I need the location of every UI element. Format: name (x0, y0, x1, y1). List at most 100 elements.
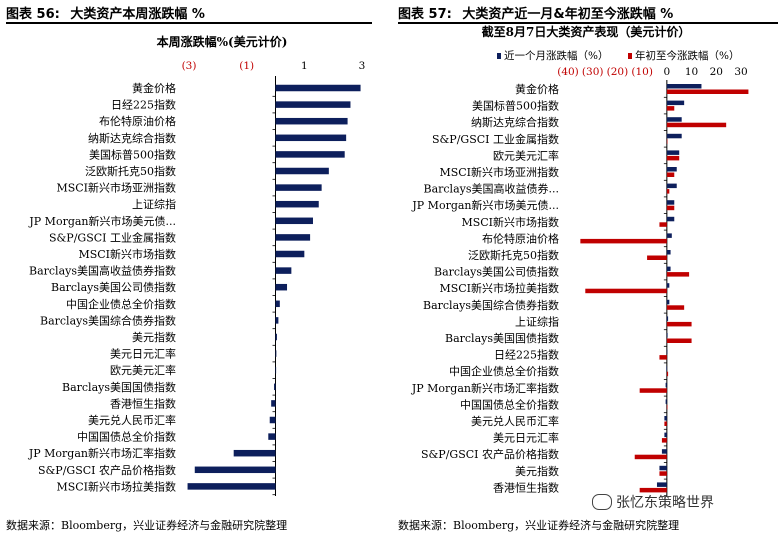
chart2-category-label: 美元指数 (515, 464, 559, 478)
chart1-tick-label: (3) (182, 60, 197, 72)
chart1-category-label: 美元兑人民币汇率 (88, 413, 176, 427)
chart2-category-label: Barclays美国国债指数 (445, 331, 559, 345)
chart2-bar-a (666, 216, 675, 222)
chart2-bar-a (664, 416, 667, 421)
chart1-category-label: MSCI新兴市场亚洲指数 (56, 181, 176, 195)
wechat-icon (592, 494, 612, 510)
chart1-bar-a (275, 134, 347, 142)
chart1-category-label: 中国企业债总全价指数 (66, 297, 176, 311)
chart1-tick-label: 3 (359, 60, 366, 72)
watermark-text: 张忆东策略世界 (616, 495, 714, 511)
chart1-category-label: Barclays美国国债指数 (62, 380, 176, 394)
chart2-category-label: 欧元美元汇率 (493, 148, 559, 162)
right-title-rule (398, 22, 778, 24)
left-source-note: 数据来源：Bloomberg，兴业证券经济与金融研究院整理 (6, 519, 288, 532)
chart1-category-label: 欧元美元汇率 (110, 363, 176, 377)
chart1-title: 本周涨跌幅%(美元计价) (157, 34, 288, 49)
chart2-category-label: Barclays美国高收益债券... (424, 182, 560, 196)
chart2-tick-label: (10) (631, 66, 653, 78)
chart2-bar-b (666, 205, 675, 211)
chart2-bar-b (666, 89, 749, 94)
chart2-category-label: 泛欧斯托克50指数 (468, 248, 559, 262)
chart2-category-label: MSCI新兴市场指数 (461, 215, 559, 229)
chart2-category-label: 中国国债总全价指数 (460, 397, 559, 411)
chart2-category-label: 日经225指数 (494, 348, 559, 362)
chart2-bar-a (666, 167, 677, 172)
chart2-category-label: MSCI新兴市场亚洲指数 (439, 165, 559, 179)
chart1-category-label: 上证综指 (132, 197, 176, 211)
chart2-bar-a (656, 482, 667, 487)
chart2-category-label: 美元日元汇率 (493, 431, 559, 445)
chart1-bar-a (194, 466, 276, 474)
chart2-category-label: 中国企业债总全价指数 (449, 364, 559, 378)
chart1-category-label: Barclays美国高收益债券指数 (29, 264, 176, 278)
chart2-bar-a (666, 150, 680, 155)
chart1-category-label: 美国标普500指数 (89, 147, 176, 161)
chart2-category-label: JP Morgan新兴市场美元债... (411, 198, 559, 212)
chart2-bar-a (665, 382, 667, 388)
chart1-bar-a (275, 267, 292, 274)
chart2-category-label: Barclays美国公司债指数 (434, 265, 559, 279)
chart1-category-label: 纳斯达克综合指数 (88, 131, 176, 145)
chart1-bar-a (275, 117, 348, 125)
left-figure-heading: 大类资产本周涨跌幅 % (70, 7, 205, 22)
chart1-bar-a (275, 250, 305, 258)
chart1-category-label: JP Morgan新兴市场汇率指数 (28, 446, 176, 460)
chart2-bar-a (666, 349, 668, 355)
chart2-bar-b (666, 338, 692, 343)
chart2-bar-a (666, 84, 702, 89)
chart2-bar-a (666, 233, 672, 238)
chart1-category-label: MSCI新兴市场指数 (78, 247, 176, 261)
chart2-bar-b (666, 305, 685, 310)
chart1-bar-a (233, 449, 276, 457)
chart2-bar-b (639, 388, 667, 393)
watermark: 张忆东策略世界 (592, 492, 714, 512)
chart1-category-label: JP Morgan新兴市场美元债... (28, 214, 176, 228)
chart2-category-label: JP Morgan新兴市场汇率指数 (411, 381, 559, 395)
chart2-category-label: MSCI新兴市场拉美指数 (439, 281, 559, 295)
chart2-bar-a (666, 316, 669, 321)
chart1-category-label: S&P/GSCI 工业金属指数 (49, 230, 176, 244)
chart2-category-label: Barclays美国综合债券指数 (423, 298, 559, 312)
chart1-category-label: S&P/GSCI 农产品价格指数 (38, 463, 176, 477)
chart2-tick-label: (20) (607, 66, 629, 78)
chart2-bar-b (666, 189, 670, 194)
chart2-category-label: 纳斯达克综合指数 (471, 115, 559, 129)
chart2-bar-a (664, 432, 667, 438)
chart2-tick-label: (30) (582, 66, 604, 78)
chart1-bar-a (275, 300, 280, 308)
chart1-bar-a (275, 283, 288, 291)
chart2-bar-b (666, 404, 668, 410)
chart2-tick-label: 10 (685, 66, 698, 78)
chart2-bar-b (666, 106, 675, 111)
chart2-bar-b (647, 255, 667, 260)
chart2-bar-b (659, 222, 667, 227)
chart2-category-label: 黄金价格 (515, 82, 559, 96)
chart2-category-label: S&P/GSCI 工业金属指数 (432, 132, 559, 146)
chart2-bar-a (666, 117, 682, 122)
chart2-bar-a (666, 183, 677, 189)
left-figure-number: 图表 56: (6, 7, 60, 22)
chart1-bar-a (275, 184, 322, 191)
chart1-bar-a (275, 200, 319, 208)
chart2-bar-a (666, 366, 667, 371)
chart2-bar-b (666, 155, 680, 161)
chart1-category-label: 美元指数 (132, 330, 176, 344)
right-figure-number: 图表 57: (398, 7, 452, 22)
chart2-tick-label: 20 (710, 66, 723, 78)
chart2-bar-b (639, 487, 667, 493)
chart2-bar-b (634, 454, 667, 460)
chart1-tick-label: (1) (239, 60, 254, 72)
chart1-category-label: 泛欧斯托克50指数 (85, 164, 176, 178)
chart1-category-label: Barclays美国公司债指数 (51, 280, 176, 294)
chart1-bar-a (275, 167, 329, 175)
chart1-category-label: 黄金价格 (132, 81, 176, 95)
chart2-bar-a (666, 266, 671, 272)
chart1-bar-a (271, 400, 276, 407)
chart2-bar-b (666, 139, 668, 144)
chart2-category-label: 香港恒生指数 (493, 480, 559, 494)
chart2-bar-a (666, 283, 670, 288)
chart2-category-label: 布伦特原油价格 (482, 231, 559, 245)
chart2-bar-b (659, 471, 667, 476)
